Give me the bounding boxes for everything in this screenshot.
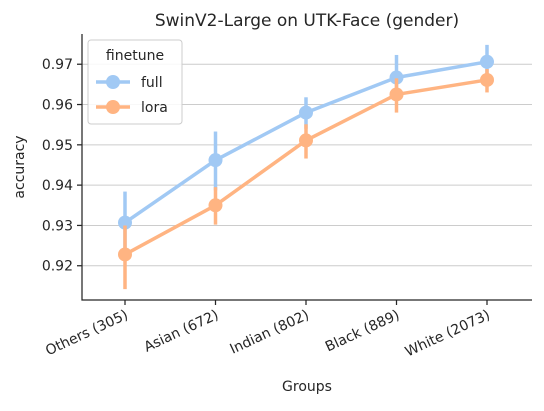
x-tick-layer: Others (305) Asian (672) Indian (802) Black… xyxy=(43,300,493,360)
y-axis-label: accuracy xyxy=(12,135,28,198)
x-tick-label: Asian (672) xyxy=(142,307,222,355)
data-point xyxy=(389,70,404,85)
data-point xyxy=(389,87,404,102)
y-tick-label: 0.95 xyxy=(42,138,73,154)
x-axis-label: Groups xyxy=(282,379,332,395)
legend-entries: full lora xyxy=(96,75,168,116)
data-point xyxy=(208,153,223,168)
legend: finetune full lora xyxy=(87,39,183,125)
y-tick-label: 0.92 xyxy=(42,259,73,275)
y-tick-label: 0.97 xyxy=(42,57,73,73)
y-tick-layer: 0.92 0.93 0.94 0.95 0.96 0.97 xyxy=(42,57,82,275)
x-tick-label: Black (889) xyxy=(323,307,402,355)
data-point xyxy=(118,247,132,262)
data-point xyxy=(480,54,494,69)
legend-label-lora: lora xyxy=(141,100,168,116)
series-lora xyxy=(118,69,494,290)
data-point xyxy=(208,198,223,213)
series-layer xyxy=(118,44,494,290)
y-tick-label: 0.96 xyxy=(42,98,73,114)
x-tick-label: White (2073) xyxy=(403,307,493,360)
data-point xyxy=(480,72,494,87)
x-tick-label: Indian (802) xyxy=(228,307,312,358)
legend-label-full: full xyxy=(141,75,163,91)
legend-marker-lora xyxy=(106,100,120,114)
x-tick-label: Others (305) xyxy=(43,307,131,359)
data-point xyxy=(118,215,132,230)
chart-title: SwinV2-Large on UTK-Face (gender) xyxy=(155,11,459,31)
data-point xyxy=(299,133,313,148)
data-point xyxy=(299,105,313,120)
axis-spines xyxy=(81,34,532,301)
y-tick-label: 0.93 xyxy=(42,218,73,234)
legend-marker-full xyxy=(106,75,120,89)
legend-title: finetune xyxy=(106,48,164,64)
y-tick-label: 0.94 xyxy=(42,178,73,194)
